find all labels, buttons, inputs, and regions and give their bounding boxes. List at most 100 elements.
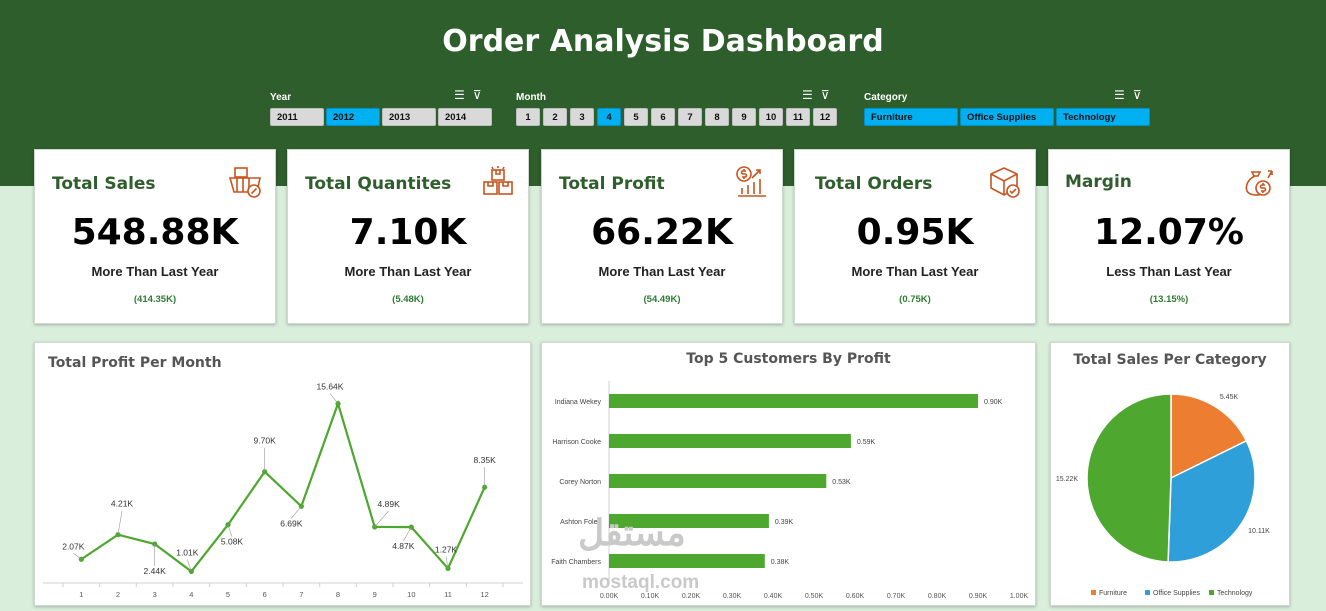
data-label: 5.08K <box>221 537 244 547</box>
data-label: 0.38K <box>771 559 790 566</box>
data-label: 10.11K <box>1248 528 1270 535</box>
year-option-2013[interactable]: 2013 <box>382 108 436 126</box>
kpi-note: More Than Last Year <box>91 264 219 279</box>
data-label: 0.39K <box>775 519 794 526</box>
kpi-card-total-sales: Total Sales 548.88K More Than Last Year … <box>34 149 276 324</box>
data-label: 4.21K <box>111 499 134 509</box>
kpi-previous: (5.48K) <box>392 294 424 305</box>
month-option-8[interactable]: 8 <box>705 108 729 126</box>
year-option-2012[interactable]: 2012 <box>326 108 380 126</box>
data-label: 15.22K <box>1056 476 1079 483</box>
money-bag-icon <box>1245 170 1273 196</box>
data-label: 1.27K <box>435 544 458 554</box>
x-tick-label: 7 <box>299 590 303 599</box>
pie-slice <box>1170 393 1248 480</box>
data-label: 5.45K <box>1220 394 1239 401</box>
bar <box>609 434 851 448</box>
leader-line <box>445 556 449 569</box>
month-option-12[interactable]: 12 <box>813 108 837 126</box>
bar <box>609 474 827 488</box>
month-option-6[interactable]: 6 <box>651 108 675 126</box>
year-option-2014[interactable]: 2014 <box>438 108 492 126</box>
x-tick-label: 1 <box>79 590 83 599</box>
chart-title: Total Sales Per Category <box>1073 352 1267 368</box>
kpi-note: More Than Last Year <box>851 264 979 279</box>
profit-line-chart: 2.07K 1 4.21K 2 2.44K 3 1.01K 4 5.08K 5 9.70K 6 6.69… <box>43 382 523 599</box>
month-option-7[interactable]: 7 <box>678 108 702 126</box>
legend-swatch <box>1209 590 1214 595</box>
kpi-previous: (414.35K) <box>133 294 177 305</box>
clear-filter-icon[interactable]: ⊽ <box>1132 88 1142 102</box>
category-option-technology[interactable]: Technology <box>1056 108 1150 126</box>
month-option-1[interactable]: 1 <box>516 108 540 126</box>
month-option-11[interactable]: 11 <box>786 108 810 126</box>
multi-select-icon[interactable]: ☰ <box>802 88 813 102</box>
kpi-previous: (0.75K) <box>899 294 931 305</box>
data-label: 9.70K <box>254 436 277 446</box>
pie-slice <box>1167 439 1256 563</box>
category-label: Faith Chambers <box>551 559 601 566</box>
leader-line <box>329 393 339 404</box>
data-label: 15.64K <box>317 382 344 392</box>
year-slicer: Year ☰ ⊽ 2011 2012 2013 2014 <box>270 88 492 128</box>
bar <box>609 554 765 568</box>
leader-line <box>403 526 412 542</box>
data-label: 1.01K <box>176 547 199 557</box>
data-point <box>445 565 451 572</box>
kpi-value: 7.10K <box>349 212 467 253</box>
dashboard-title: Order Analysis Dashboard <box>442 24 884 59</box>
bar <box>609 394 978 408</box>
kpi-previous: (54.49K) <box>643 294 681 305</box>
year-slicer-label: Year <box>270 92 292 103</box>
data-label: 2.44K <box>144 566 167 576</box>
leader-line <box>117 510 123 535</box>
legend-label: Technology <box>1217 590 1253 597</box>
legend-swatch <box>1091 590 1096 595</box>
pie-slice <box>1086 393 1172 563</box>
kpi-value: 66.22K <box>591 212 733 253</box>
data-label: 0.53K <box>832 479 851 486</box>
kpi-note: More Than Last Year <box>344 264 472 279</box>
data-label: 4.89K <box>378 499 401 509</box>
data-point <box>408 524 414 530</box>
month-option-5[interactable]: 5 <box>624 108 648 126</box>
data-label: 4.87K <box>392 541 415 551</box>
x-tick-label: 9 <box>373 590 377 599</box>
month-option-9[interactable]: 9 <box>732 108 756 126</box>
month-option-2[interactable]: 2 <box>543 108 567 126</box>
category-slicer: Category ☰ ⊽ Furniture Office Supplies Tec… <box>864 88 1152 128</box>
x-tick-label: 8 <box>336 590 340 599</box>
chart-title: Top 5 Customers By Profit <box>686 351 891 367</box>
multi-select-icon[interactable]: ☰ <box>454 88 465 102</box>
legend-label: Furniture <box>1099 590 1127 597</box>
profit-growth-icon <box>736 166 766 197</box>
x-tick-label: 0.70K <box>887 593 906 600</box>
x-tick-label: 2 <box>116 590 120 599</box>
x-tick-label: 6 <box>263 590 267 599</box>
month-option-10[interactable]: 10 <box>759 108 783 126</box>
leader-line <box>227 524 233 537</box>
clear-filter-icon[interactable]: ⊽ <box>472 88 482 102</box>
x-tick-label: 12 <box>480 590 488 599</box>
category-label: Harrison Cooke <box>552 439 601 446</box>
x-tick-label: 0.40K <box>764 593 783 600</box>
category-label: Ashton Foley <box>560 519 601 526</box>
year-option-2011[interactable]: 2011 <box>270 108 324 126</box>
category-option-furniture[interactable]: Furniture <box>864 108 958 126</box>
leader-line <box>374 510 389 528</box>
watermark-latin: mostaql.com <box>582 572 700 593</box>
x-tick-label: 0.30K <box>723 593 742 600</box>
kpi-value: 548.88K <box>71 212 239 253</box>
kpi-card-total-profit: Total Profit 66.22K More Than Last Year … <box>541 149 783 324</box>
clear-filter-icon[interactable]: ⊽ <box>820 88 830 102</box>
month-option-4[interactable]: 4 <box>597 108 621 126</box>
x-tick-label: 10 <box>407 590 415 599</box>
profit-per-month-card: Total Profit Per Month 2.07K 1 4.21K 2 2.44K… <box>34 342 531 606</box>
category-label: Indiana Wekey <box>555 399 602 406</box>
x-tick-label: 0.20K <box>682 593 701 600</box>
category-option-office-supplies[interactable]: Office Supplies <box>960 108 1054 126</box>
month-option-3[interactable]: 3 <box>570 108 594 126</box>
data-label: 0.59K <box>857 439 876 446</box>
multi-select-icon[interactable]: ☰ <box>1114 88 1125 102</box>
package-check-icon <box>990 167 1020 198</box>
